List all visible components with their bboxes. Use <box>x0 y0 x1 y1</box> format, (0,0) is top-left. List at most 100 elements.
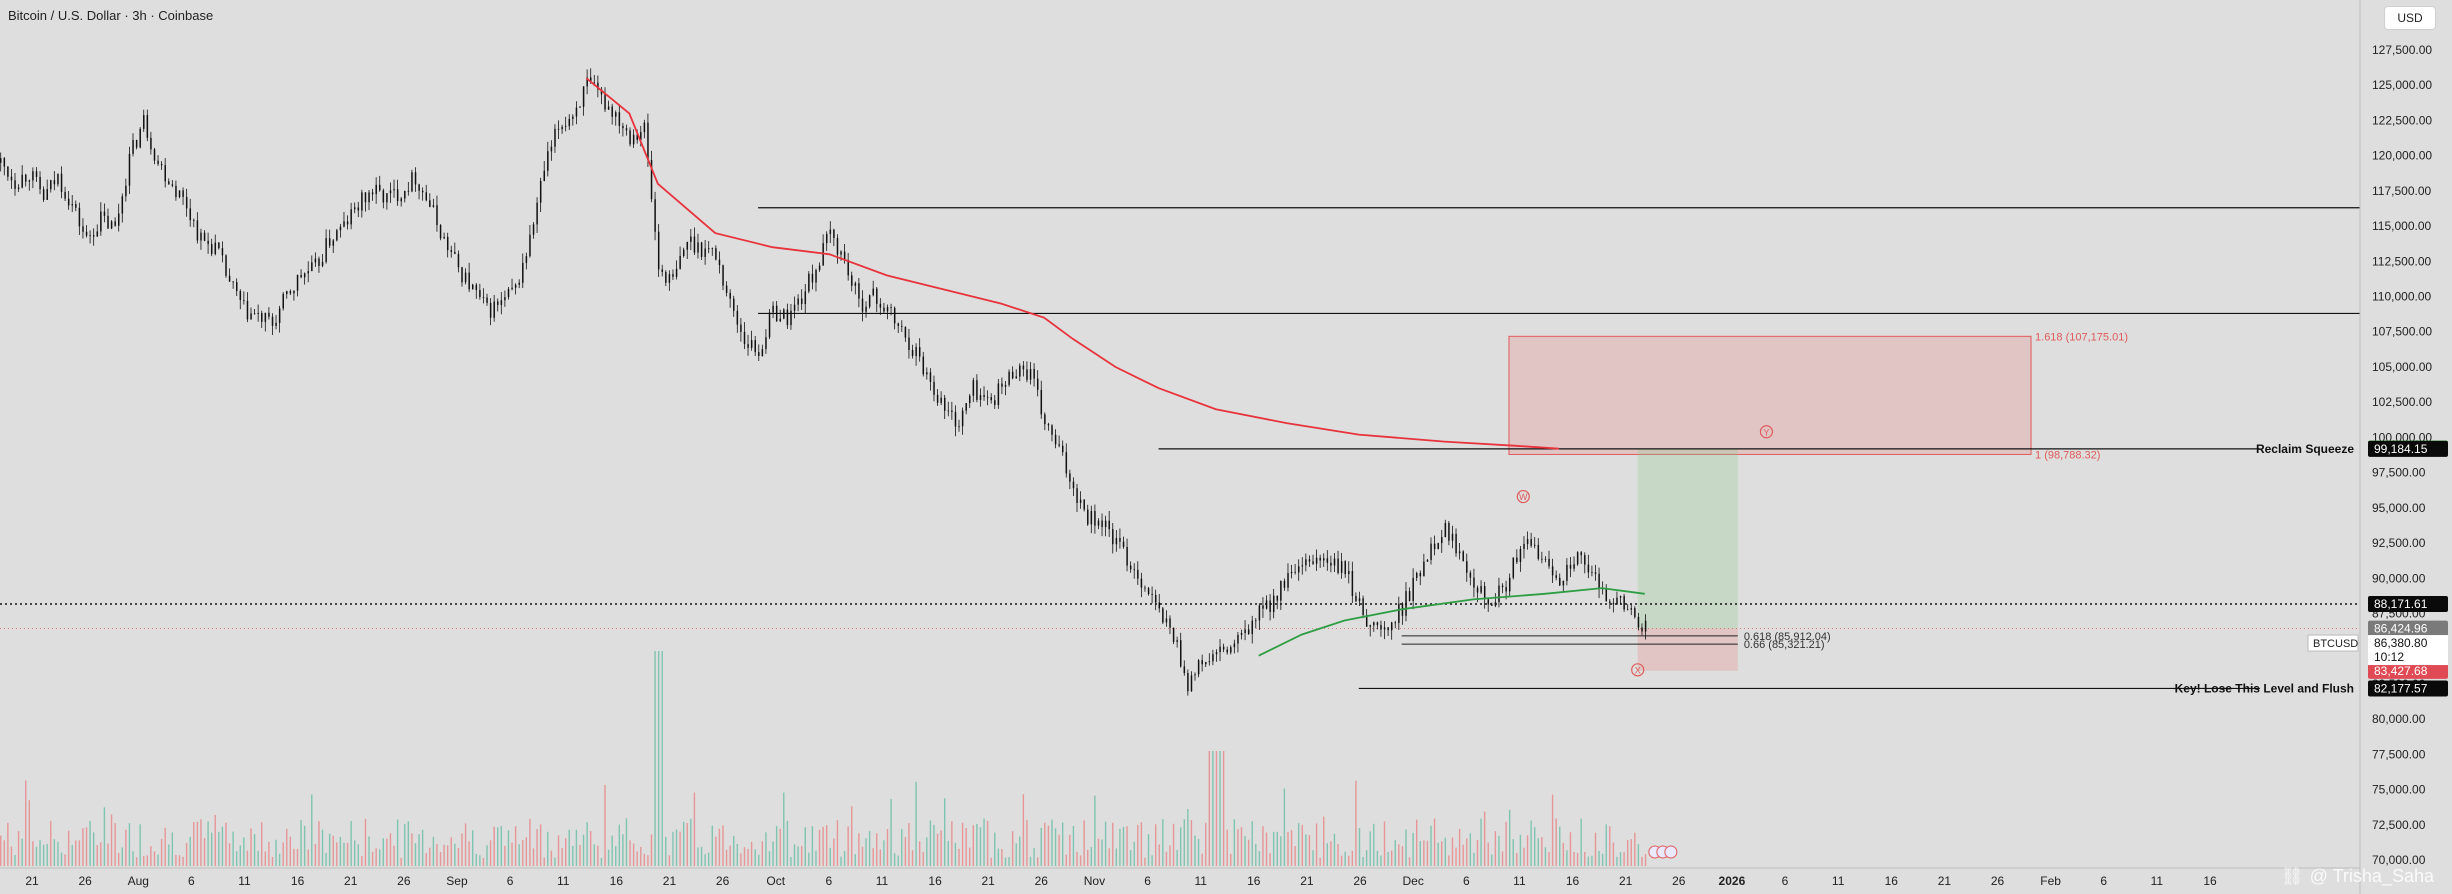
candle <box>1426 559 1429 562</box>
candle <box>815 269 817 283</box>
candle <box>1044 414 1046 425</box>
volume-bar <box>854 854 857 866</box>
volume-bar <box>818 829 821 866</box>
time-tick-label: 11 <box>2151 874 2164 888</box>
fib-label: 0.66 (85,321.21) <box>1744 639 1825 651</box>
volume-bar <box>1269 853 1271 866</box>
volume-bar <box>1151 855 1153 866</box>
candle <box>761 349 764 356</box>
volume-bar <box>1183 819 1185 866</box>
volume-bar <box>407 821 410 866</box>
volume-bar <box>654 651 656 866</box>
volume-bar <box>1455 847 1457 866</box>
volume-bar <box>489 840 492 866</box>
volume-bar <box>1305 834 1307 866</box>
volume-bar <box>318 821 320 866</box>
volume-bar <box>972 825 975 866</box>
volume-bar <box>1112 822 1114 866</box>
candle <box>389 190 392 194</box>
candle <box>232 281 234 283</box>
volume-bar <box>1247 839 1250 866</box>
volume-bar <box>890 798 892 866</box>
candle <box>1129 565 1132 570</box>
volume-bar <box>153 851 156 866</box>
volume-bar <box>1598 850 1600 866</box>
volume-bar <box>1208 751 1211 866</box>
candle <box>1036 378 1039 390</box>
volume-bar <box>1323 816 1325 866</box>
volume-bar <box>590 831 592 866</box>
candle <box>321 261 324 266</box>
candle <box>1208 661 1211 663</box>
volume-bar <box>425 853 427 866</box>
volume-bar <box>976 823 978 866</box>
candle <box>1258 605 1261 621</box>
volume-bar <box>518 844 520 866</box>
candle <box>196 220 199 241</box>
candle <box>1623 596 1625 610</box>
candle <box>443 236 445 239</box>
candle <box>1508 577 1511 592</box>
candle <box>636 134 638 140</box>
candle <box>439 225 442 239</box>
candle <box>1369 625 1372 627</box>
volume-bar <box>1298 823 1300 866</box>
volume-bar <box>615 846 617 866</box>
volume-bar <box>253 834 256 866</box>
time-tick-label: 16 <box>928 874 942 888</box>
volume-bar <box>775 826 778 866</box>
volume-bar <box>1448 855 1450 866</box>
candle <box>446 236 449 251</box>
candle <box>897 323 900 326</box>
candle <box>314 258 317 263</box>
candle <box>286 291 288 294</box>
volume-bar <box>246 850 249 866</box>
candle <box>139 128 141 148</box>
volume-bar <box>1283 788 1286 866</box>
volume-bar <box>182 856 184 866</box>
volume-bar <box>3 840 5 866</box>
volume-bar <box>929 820 932 866</box>
candle <box>1137 569 1139 579</box>
price-label-text: 88,171.61 <box>2374 597 2428 611</box>
time-tick-label: Nov <box>1084 874 1105 888</box>
volume-bar <box>704 854 706 866</box>
candle <box>14 180 16 189</box>
volume-bar <box>1104 821 1107 866</box>
volume-bar <box>793 844 796 866</box>
time-tick-label: 21 <box>25 874 39 888</box>
volume-bar <box>457 847 460 866</box>
candle <box>893 307 896 324</box>
volume-bar <box>336 842 338 866</box>
volume-bar <box>1412 832 1414 866</box>
candle <box>207 240 209 245</box>
currency-button[interactable]: USD <box>2384 6 2436 30</box>
price-axis: 127,500.00 125,000.00 122,500.00 120,000.00… <box>2307 0 2448 894</box>
volume-bar <box>1337 844 1339 866</box>
volume-bar <box>522 840 524 866</box>
volume-bar <box>396 819 399 866</box>
candle <box>1126 546 1128 566</box>
volume-bar <box>743 847 746 866</box>
candle <box>1197 660 1200 675</box>
volume-bar <box>783 792 785 866</box>
candle <box>1101 520 1103 528</box>
volume-bar <box>572 845 574 866</box>
candle <box>1612 602 1615 605</box>
candle <box>479 290 481 298</box>
volume-bar <box>418 834 420 866</box>
price-tick-label: 115,000.00 <box>2372 219 2431 233</box>
candle <box>818 265 821 270</box>
candle <box>339 226 342 231</box>
volume-bar <box>1437 842 1439 866</box>
volume-bar <box>1205 822 1207 866</box>
candle <box>10 176 13 181</box>
candle <box>700 242 703 257</box>
volume-bar <box>611 835 613 866</box>
volume-bar <box>1137 824 1139 866</box>
volume-bar <box>264 851 267 866</box>
candle <box>1047 424 1050 426</box>
candle <box>328 238 331 246</box>
candle <box>357 207 360 211</box>
